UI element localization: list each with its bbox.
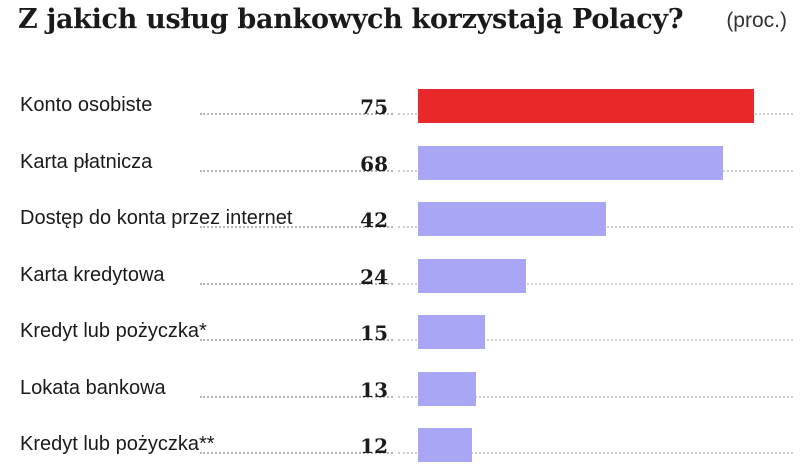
leader-dots — [200, 339, 393, 341]
category-label: Kredyt lub pożyczka** — [20, 433, 215, 455]
bar — [418, 315, 486, 349]
category-label: Karta kredytowa — [20, 263, 165, 286]
bar-chart: Konto osobiste 75 Karta płatnicza 68 Dostęp … — [0, 71, 805, 462]
value-label: 24 — [360, 264, 388, 289]
bar-row: Kredyt lub pożyczka** 12 — [0, 410, 805, 466]
value-label: 15 — [360, 321, 388, 345]
value-label: 75 — [360, 95, 388, 119]
value-label: 42 — [360, 208, 388, 232]
bar-baseline-dots — [398, 395, 793, 398]
leader-dots — [200, 226, 393, 228]
category-label: Kredyt lub pożyczka* — [20, 320, 207, 342]
leader-dots — [200, 395, 393, 398]
bar-row: Konto osobiste 75 — [0, 71, 805, 127]
category-label: Dostęp do konta przez internet — [20, 207, 293, 229]
category-label: Karta płatnicza — [20, 150, 153, 173]
leader-dots — [200, 282, 393, 285]
leader-dots — [200, 452, 393, 454]
bar-row: Karta płatnicza 68 — [0, 128, 805, 184]
bar-row: Karta kredytowa 24 — [0, 241, 805, 297]
category-label: Lokata bankowa — [20, 376, 166, 399]
leader-dots — [200, 169, 393, 172]
bar-baseline-dots — [398, 282, 793, 285]
bar-row: Kredyt lub pożyczka* 15 — [0, 297, 805, 353]
bar — [418, 202, 607, 236]
leader-dots — [200, 113, 393, 115]
chart-title: Z jakich usług bankowych korzystają Pola… — [18, 4, 684, 35]
bar — [418, 145, 723, 180]
bar-row: Dostęp do konta przez internet 42 — [0, 184, 805, 240]
bar — [418, 89, 754, 123]
unit-label: (proc.) — [726, 9, 787, 32]
bar — [418, 371, 477, 406]
value-label: 12 — [360, 434, 388, 458]
bar — [418, 258, 526, 293]
bar-row: Lokata bankowa 13 — [0, 354, 805, 410]
bar — [418, 428, 472, 462]
value-label: 13 — [360, 377, 388, 402]
category-label: Konto osobiste — [20, 94, 153, 116]
bar-baseline-dots — [398, 452, 793, 454]
value-label: 68 — [360, 151, 388, 176]
bar-baseline-dots — [398, 339, 793, 341]
